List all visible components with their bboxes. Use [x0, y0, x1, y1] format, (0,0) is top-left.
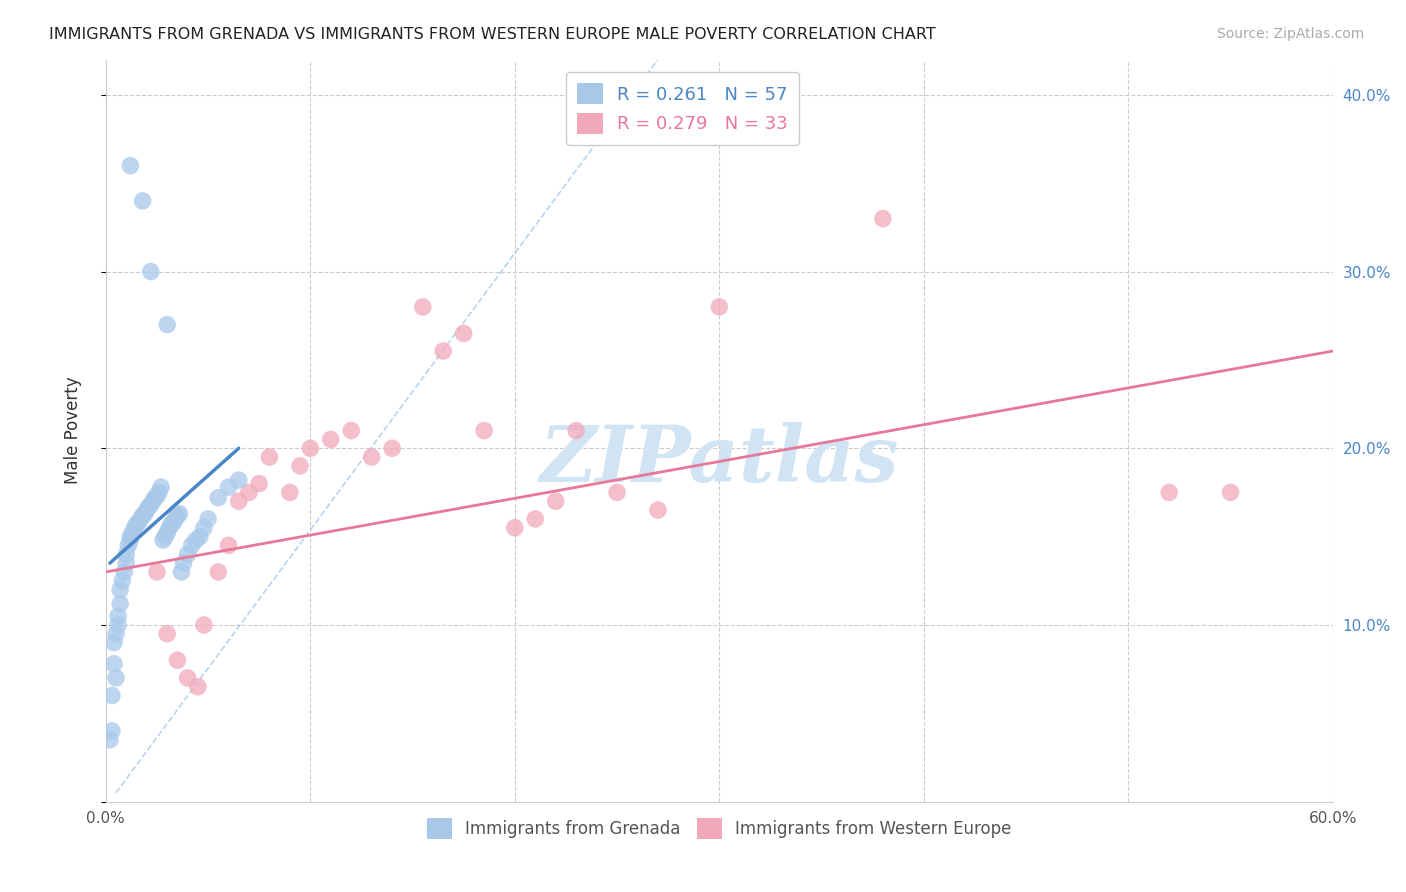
Legend: Immigrants from Grenada, Immigrants from Western Europe: Immigrants from Grenada, Immigrants from… — [420, 812, 1018, 846]
Point — [131, 508, 153, 523]
Point — [148, 485, 170, 500]
Point — [143, 491, 166, 505]
Point — [453, 326, 475, 341]
Point — [1219, 485, 1241, 500]
Point — [238, 485, 260, 500]
Point — [472, 424, 495, 438]
Point — [188, 530, 211, 544]
Point — [134, 507, 156, 521]
Point — [187, 680, 209, 694]
Point — [162, 516, 184, 530]
Point — [184, 533, 207, 548]
Point — [503, 521, 526, 535]
Point — [872, 211, 894, 226]
Point — [117, 538, 139, 552]
Point — [176, 547, 198, 561]
Point — [135, 503, 157, 517]
Point — [120, 530, 142, 544]
Text: IMMIGRANTS FROM GRENADA VS IMMIGRANTS FROM WESTERN EUROPE MALE POVERTY CORRELATI: IMMIGRANTS FROM GRENADA VS IMMIGRANTS FR… — [49, 27, 936, 42]
Point — [146, 489, 169, 503]
Point — [153, 530, 176, 544]
Point — [524, 512, 547, 526]
Point — [107, 618, 129, 632]
Point — [170, 565, 193, 579]
Point — [129, 512, 152, 526]
Point — [166, 653, 188, 667]
Point — [121, 526, 143, 541]
Point — [247, 476, 270, 491]
Point — [381, 442, 404, 456]
Point — [278, 485, 301, 500]
Point — [565, 424, 588, 438]
Point — [115, 547, 138, 561]
Point — [207, 565, 229, 579]
Point — [101, 723, 124, 738]
Point — [131, 194, 153, 208]
Point — [218, 538, 240, 552]
Point — [139, 498, 162, 512]
Y-axis label: Male Poverty: Male Poverty — [65, 376, 82, 484]
Point — [319, 433, 342, 447]
Point — [105, 671, 128, 685]
Point — [150, 480, 173, 494]
Point — [156, 318, 179, 332]
Point — [173, 556, 195, 570]
Point — [218, 480, 240, 494]
Point — [157, 521, 180, 535]
Point — [108, 582, 131, 597]
Point — [1159, 485, 1181, 500]
Point — [120, 533, 142, 548]
Text: Source: ZipAtlas.com: Source: ZipAtlas.com — [1216, 27, 1364, 41]
Point — [647, 503, 669, 517]
Point — [180, 538, 202, 552]
Point — [105, 626, 128, 640]
Point — [193, 521, 215, 535]
Point — [108, 597, 131, 611]
Point — [166, 508, 188, 523]
Point — [197, 512, 219, 526]
Point — [228, 473, 250, 487]
Point — [128, 516, 150, 530]
Point — [107, 609, 129, 624]
Point — [160, 517, 183, 532]
Point — [124, 521, 146, 535]
Point — [360, 450, 382, 464]
Point — [101, 689, 124, 703]
Point — [156, 526, 179, 541]
Text: ZIPatlas: ZIPatlas — [540, 422, 898, 499]
Point — [340, 424, 363, 438]
Point — [156, 626, 179, 640]
Point — [228, 494, 250, 508]
Point — [259, 450, 281, 464]
Point — [165, 512, 187, 526]
Point — [412, 300, 434, 314]
Point — [103, 657, 125, 671]
Point — [606, 485, 628, 500]
Point — [112, 565, 135, 579]
Point — [120, 159, 142, 173]
Point — [115, 556, 138, 570]
Point — [299, 442, 322, 456]
Point — [125, 517, 148, 532]
Point — [432, 344, 454, 359]
Point — [169, 507, 191, 521]
Point — [288, 458, 311, 473]
Point — [176, 671, 198, 685]
Point — [207, 491, 229, 505]
Point — [138, 500, 160, 514]
Point — [103, 635, 125, 649]
Point — [98, 732, 121, 747]
Point — [139, 264, 162, 278]
Point — [142, 494, 165, 508]
Point — [193, 618, 215, 632]
Point — [709, 300, 731, 314]
Point — [152, 533, 174, 548]
Point — [146, 565, 169, 579]
Point — [544, 494, 567, 508]
Point — [111, 574, 134, 588]
